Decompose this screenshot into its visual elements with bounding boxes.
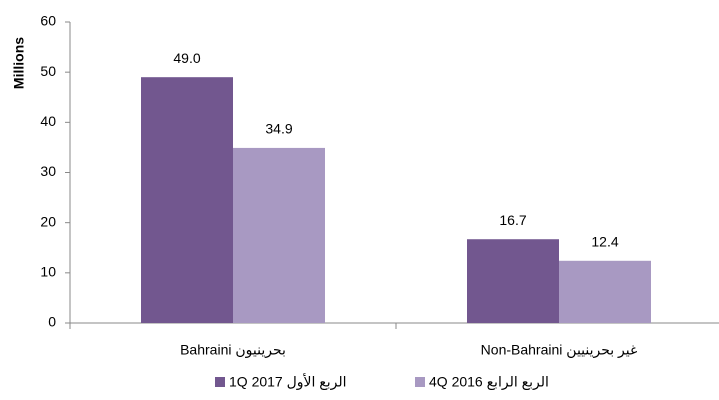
legend-label: 1Q 2017 الربع الأول — [229, 373, 347, 391]
x-tick-label: Bahraini بحرينيون — [180, 342, 286, 359]
y-tick-label: 0 — [48, 314, 56, 330]
value-label: 49.0 — [173, 50, 200, 66]
legend-swatch — [415, 377, 425, 387]
legend-swatch — [215, 377, 225, 387]
bar — [559, 260, 651, 323]
y-tick-label: 10 — [40, 264, 56, 280]
y-tick-label: 50 — [40, 63, 56, 79]
value-label: 16.7 — [499, 212, 526, 228]
value-label: 12.4 — [591, 233, 618, 249]
x-tick-label: Non-Bahraini غير بحرينيين — [481, 342, 638, 359]
y-tick-label: 20 — [40, 213, 56, 229]
y-axis-label: Millions — [11, 37, 27, 89]
value-label: 34.9 — [265, 121, 292, 137]
bar — [233, 147, 325, 323]
bar — [141, 77, 233, 323]
y-tick-label: 30 — [40, 163, 56, 179]
y-tick-label: 40 — [40, 113, 56, 129]
legend-label: 4Q 2016 الربع الرابع — [429, 374, 549, 391]
y-tick-label: 60 — [40, 13, 56, 29]
bar — [467, 239, 559, 323]
